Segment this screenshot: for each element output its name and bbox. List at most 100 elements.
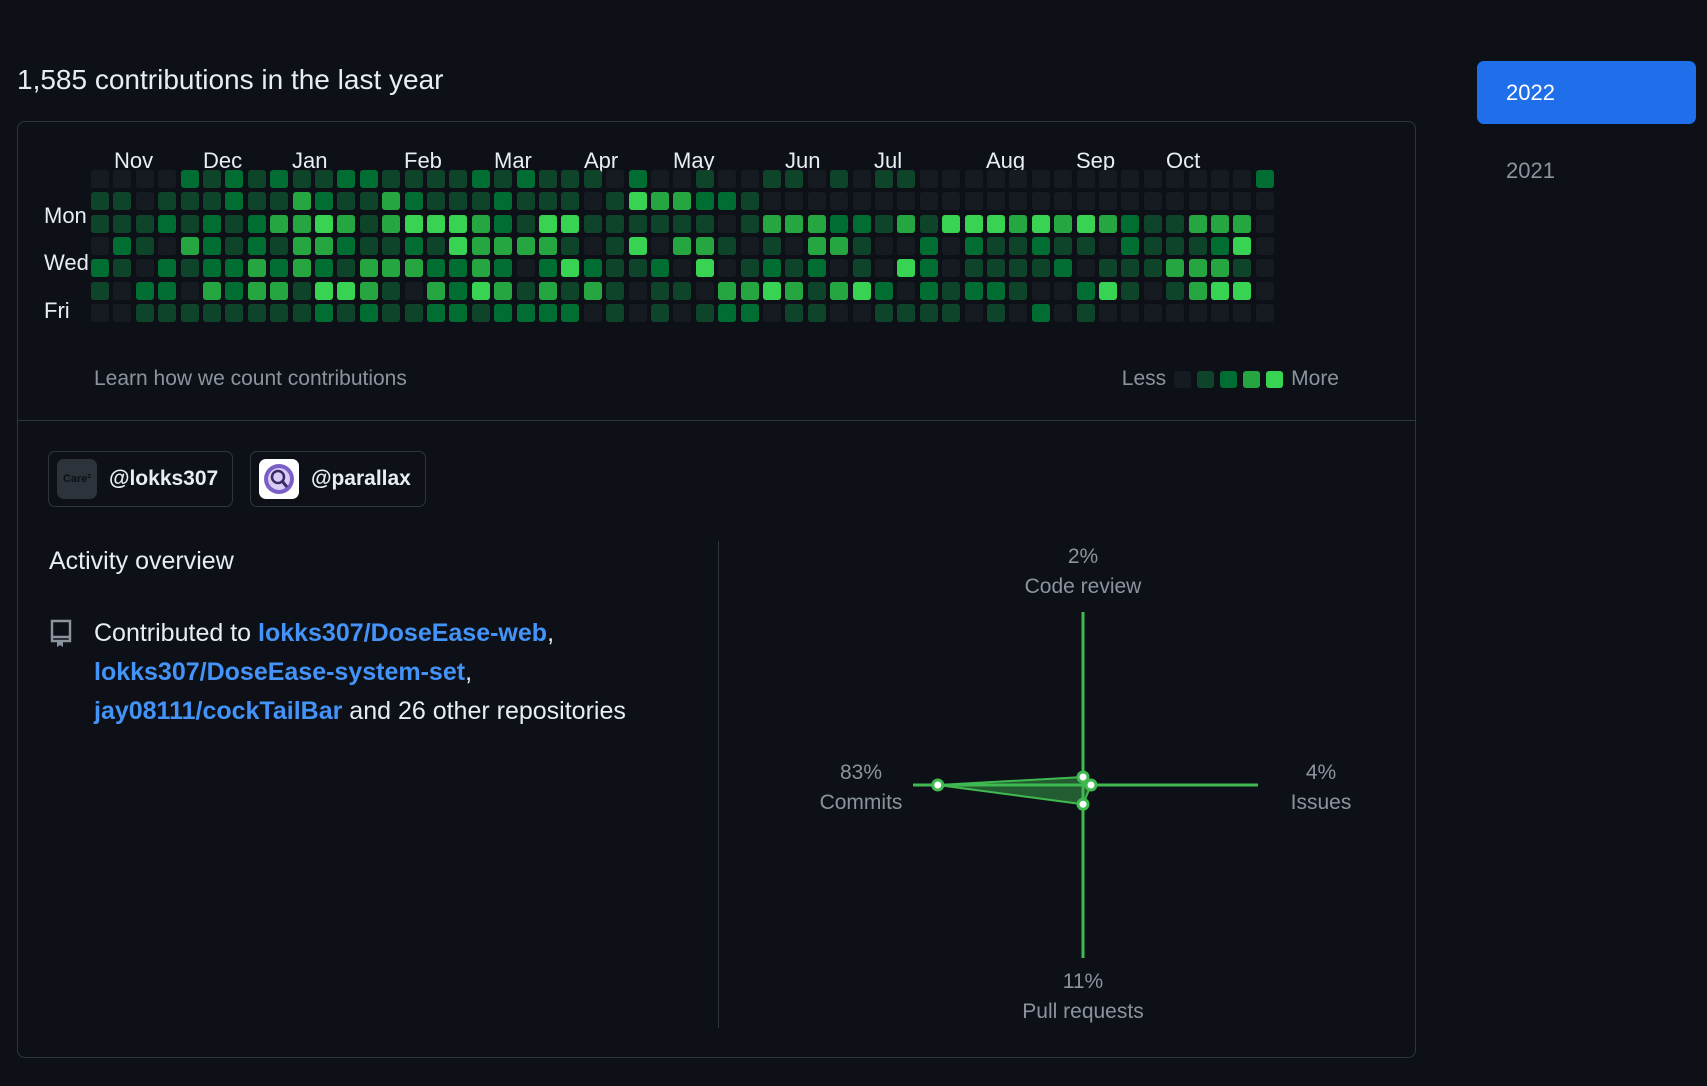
contribution-day[interactable] — [628, 192, 647, 211]
contribution-day[interactable] — [449, 281, 468, 300]
contribution-day[interactable] — [785, 214, 804, 233]
contribution-day[interactable] — [1121, 281, 1140, 300]
contribution-day[interactable] — [315, 192, 333, 211]
contribution-day[interactable] — [740, 303, 759, 322]
contribution-day[interactable] — [897, 259, 916, 278]
contribution-day[interactable] — [203, 214, 221, 233]
contribution-day[interactable] — [270, 236, 289, 255]
contribution-day[interactable] — [852, 303, 871, 322]
contribution-day[interactable] — [113, 192, 132, 211]
contribution-day[interactable] — [382, 236, 401, 255]
contribution-day[interactable] — [1099, 170, 1117, 188]
contribution-day[interactable] — [695, 259, 714, 278]
contribution-day[interactable] — [315, 281, 333, 300]
contribution-day[interactable] — [651, 170, 669, 188]
contribution-day[interactable] — [449, 170, 468, 188]
contribution-day[interactable] — [651, 259, 669, 278]
contribution-day[interactable] — [180, 259, 199, 278]
contribution-day[interactable] — [382, 170, 401, 188]
contribution-day[interactable] — [673, 281, 692, 300]
contribution-day[interactable] — [1188, 214, 1207, 233]
contribution-day[interactable] — [785, 303, 804, 322]
contribution-day[interactable] — [91, 281, 109, 300]
contribution-day[interactable] — [113, 281, 132, 300]
contribution-day[interactable] — [494, 236, 513, 255]
contribution-day[interactable] — [315, 303, 333, 322]
contribution-day[interactable] — [1211, 236, 1229, 255]
contribution-day[interactable] — [987, 259, 1005, 278]
contribution-day[interactable] — [919, 170, 938, 188]
contribution-day[interactable] — [359, 303, 378, 322]
contribution-day[interactable] — [763, 170, 781, 188]
contribution-day[interactable] — [158, 214, 177, 233]
contribution-day[interactable] — [337, 192, 356, 211]
contribution-day[interactable] — [919, 303, 938, 322]
contribution-day[interactable] — [315, 236, 333, 255]
contribution-day[interactable] — [1009, 303, 1028, 322]
contribution-day[interactable] — [718, 236, 737, 255]
contribution-day[interactable] — [695, 281, 714, 300]
contribution-day[interactable] — [897, 214, 916, 233]
contribution-day[interactable] — [852, 281, 871, 300]
contribution-day[interactable] — [1211, 192, 1229, 211]
contribution-day[interactable] — [718, 303, 737, 322]
contribution-day[interactable] — [740, 236, 759, 255]
contribution-day[interactable] — [561, 281, 580, 300]
contribution-day[interactable] — [113, 236, 132, 255]
contribution-day[interactable] — [1099, 236, 1117, 255]
contribution-day[interactable] — [270, 303, 289, 322]
year-link-2021[interactable]: 2021 — [1506, 158, 1555, 183]
contribution-day[interactable] — [247, 214, 266, 233]
contribution-day[interactable] — [1233, 259, 1252, 278]
contribution-day[interactable] — [427, 192, 445, 211]
contribution-day[interactable] — [1076, 170, 1095, 188]
contribution-day[interactable] — [583, 303, 602, 322]
contribution-day[interactable] — [875, 281, 893, 300]
contribution-day[interactable] — [740, 281, 759, 300]
contribution-day[interactable] — [1211, 303, 1229, 322]
contribution-day[interactable] — [449, 192, 468, 211]
contribution-day[interactable] — [359, 214, 378, 233]
contribution-day[interactable] — [337, 281, 356, 300]
contribution-day[interactable] — [471, 214, 490, 233]
contribution-day[interactable] — [606, 281, 625, 300]
contribution-day[interactable] — [135, 214, 154, 233]
contribution-day[interactable] — [1188, 303, 1207, 322]
contribution-day[interactable] — [404, 303, 423, 322]
contribution-day[interactable] — [516, 192, 535, 211]
contribution-day[interactable] — [583, 259, 602, 278]
contribution-day[interactable] — [158, 170, 177, 188]
contribution-day[interactable] — [673, 192, 692, 211]
contribution-day[interactable] — [471, 192, 490, 211]
contribution-day[interactable] — [673, 170, 692, 188]
contribution-day[interactable] — [404, 259, 423, 278]
contribution-day[interactable] — [987, 192, 1005, 211]
learn-contributions-link[interactable]: Learn how we count contributions — [94, 367, 407, 390]
contribution-day[interactable] — [807, 303, 826, 322]
contribution-day[interactable] — [270, 281, 289, 300]
contribution-day[interactable] — [449, 214, 468, 233]
contribution-day[interactable] — [561, 259, 580, 278]
contribution-day[interactable] — [91, 192, 109, 211]
contribution-day[interactable] — [606, 192, 625, 211]
contribution-day[interactable] — [830, 170, 849, 188]
contribution-day[interactable] — [516, 303, 535, 322]
contribution-day[interactable] — [1076, 303, 1095, 322]
contribution-day[interactable] — [1255, 214, 1274, 233]
contribution-day[interactable] — [113, 170, 132, 188]
contribution-day[interactable] — [1009, 259, 1028, 278]
contribution-day[interactable] — [1099, 303, 1117, 322]
contribution-day[interactable] — [651, 281, 669, 300]
contribution-day[interactable] — [1054, 303, 1073, 322]
contribution-day[interactable] — [897, 303, 916, 322]
contribution-day[interactable] — [1121, 259, 1140, 278]
contribution-day[interactable] — [561, 236, 580, 255]
contribution-day[interactable] — [471, 303, 490, 322]
org-filter-lokks307[interactable]: Care² @lokks307 — [48, 451, 234, 507]
contribution-day[interactable] — [830, 192, 849, 211]
contribution-day[interactable] — [919, 214, 938, 233]
contribution-day[interactable] — [964, 281, 983, 300]
contribution-day[interactable] — [583, 192, 602, 211]
contribution-day[interactable] — [875, 170, 893, 188]
contribution-day[interactable] — [427, 303, 445, 322]
